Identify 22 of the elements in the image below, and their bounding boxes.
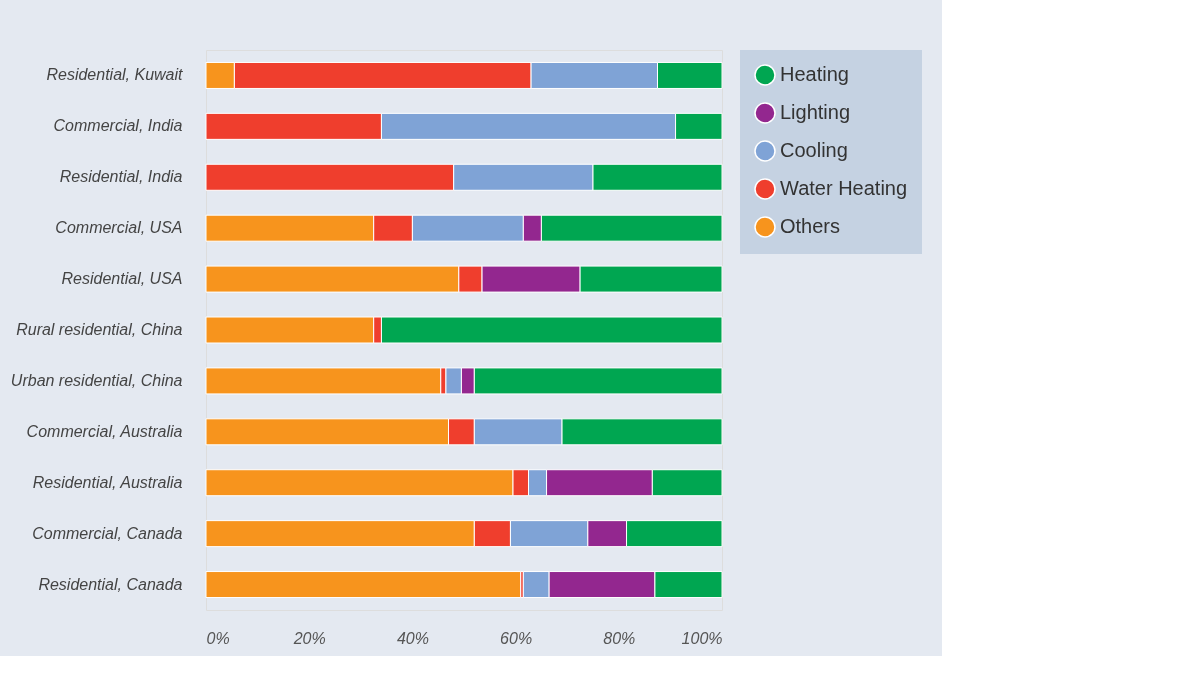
y-tick-label: Residential, India xyxy=(59,168,183,186)
y-tick-label: Commercial, Australia xyxy=(26,422,183,440)
legend-label: Others xyxy=(780,215,841,237)
legend-label: Water Heating xyxy=(780,177,908,199)
y-tick-label: Rural residential, China xyxy=(16,321,183,338)
x-tick-label: 40% xyxy=(396,629,429,647)
legend-label: Heating xyxy=(780,63,849,85)
y-tick-label: Residential, Australia xyxy=(32,473,183,491)
y-tick-label: Commercial, India xyxy=(53,117,183,135)
legend-label: Cooling xyxy=(780,139,848,161)
x-tick-label: 100% xyxy=(681,629,723,647)
x-tick-label: 20% xyxy=(292,629,326,647)
y-tick-label: Residential, Kuwait xyxy=(46,66,184,84)
legend-label: Lighting xyxy=(780,101,851,123)
x-tick-label: 60% xyxy=(500,629,533,647)
y-tick-label: Residential, Canada xyxy=(38,575,183,593)
y-tick-label: Commercial, USA xyxy=(55,219,183,237)
y-tick-label: Residential, USA xyxy=(61,270,183,288)
x-tick-label: 0% xyxy=(206,629,230,647)
y-tick-label: Commercial, Canada xyxy=(32,524,183,542)
x-tick-label: 80% xyxy=(603,629,636,647)
y-tick-label: Urban residential, China xyxy=(10,371,183,389)
